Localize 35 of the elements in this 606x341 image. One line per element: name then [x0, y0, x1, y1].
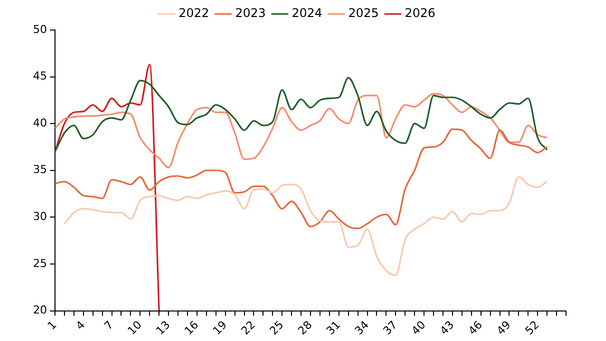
legend-label: 2025 — [348, 6, 379, 20]
y-tick-label: 25 — [32, 256, 47, 270]
x-tick-label: 7 — [102, 318, 116, 333]
legend-label: 2022 — [178, 6, 210, 20]
line-series — [54, 64, 160, 311]
x-tick-label: 40 — [409, 318, 428, 338]
x-tick-label: 28 — [296, 318, 315, 338]
x-tick-label: 43 — [437, 318, 457, 338]
x-tick-label: 19 — [210, 318, 230, 338]
line-series — [64, 176, 548, 276]
x-tick-label: 34 — [352, 318, 372, 338]
x-tick-label: 46 — [466, 318, 485, 338]
legend-label: 2024 — [292, 6, 322, 20]
line-series — [54, 92, 548, 168]
x-tick-label: 16 — [182, 318, 202, 338]
y-tick-label: 20 — [32, 304, 47, 317]
x-tick-label: 1 — [45, 318, 60, 333]
y-tick-label: 35 — [32, 163, 47, 176]
y-tick-label: 40 — [32, 116, 47, 130]
x-tick-label: 25 — [267, 318, 286, 338]
line-series — [54, 128, 548, 230]
y-tick-label: 50 — [32, 22, 47, 36]
x-tick-label: 49 — [494, 318, 514, 338]
legend-label: 2026 — [404, 6, 436, 20]
legend-label: 2023 — [235, 6, 266, 20]
line-series — [54, 76, 548, 152]
x-tick-label: 13 — [154, 318, 173, 338]
x-tick-label: 10 — [125, 318, 144, 338]
x-tick-label: 31 — [324, 318, 344, 338]
x-tick-label: 22 — [238, 318, 258, 338]
x-tick-label: 52 — [522, 318, 542, 338]
x-tick-label: 4 — [73, 318, 88, 333]
x-tick-label: 37 — [380, 318, 400, 338]
y-tick-label: 30 — [32, 210, 47, 224]
y-tick-label: 45 — [32, 70, 47, 83]
